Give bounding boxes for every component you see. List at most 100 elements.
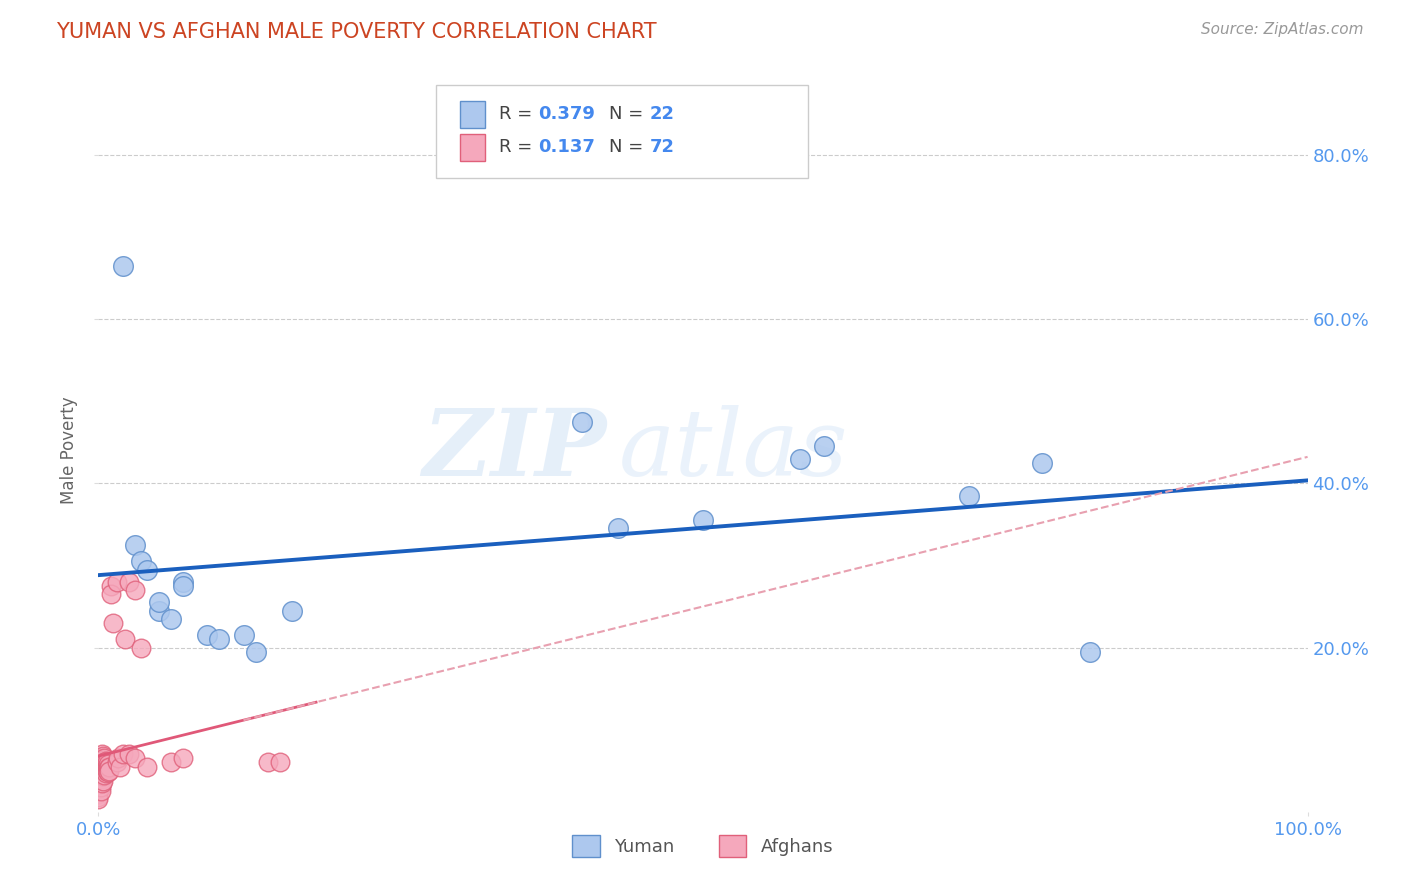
Point <box>91 753 114 767</box>
Text: 72: 72 <box>650 138 675 156</box>
Point <box>87 776 110 790</box>
Point <box>107 751 129 765</box>
Point <box>571 415 593 429</box>
Text: ZIP: ZIP <box>422 406 606 495</box>
Point <box>124 582 146 597</box>
Point <box>135 562 157 576</box>
Point <box>98 764 121 778</box>
Point <box>1031 456 1053 470</box>
Point <box>195 628 218 642</box>
Point <box>91 748 114 763</box>
Point <box>148 603 170 617</box>
Point <box>91 776 114 790</box>
Text: N =: N = <box>609 105 648 123</box>
Point <box>91 747 114 762</box>
Point <box>87 764 110 778</box>
Point <box>269 756 291 770</box>
Point <box>98 759 121 773</box>
Point <box>96 764 118 778</box>
Point <box>91 756 114 770</box>
Text: R =: R = <box>499 138 538 156</box>
Point <box>111 747 134 762</box>
Point <box>87 768 110 782</box>
Point <box>90 768 112 782</box>
Point <box>87 781 110 796</box>
Point <box>100 587 122 601</box>
Text: YUMAN VS AFGHAN MALE POVERTY CORRELATION CHART: YUMAN VS AFGHAN MALE POVERTY CORRELATION… <box>56 22 657 42</box>
Point <box>91 772 114 786</box>
Point <box>90 759 112 773</box>
Point <box>281 603 304 617</box>
Point <box>91 773 114 788</box>
Point <box>124 538 146 552</box>
Point <box>148 595 170 609</box>
Text: 0.379: 0.379 <box>538 105 595 123</box>
Text: Source: ZipAtlas.com: Source: ZipAtlas.com <box>1201 22 1364 37</box>
Point <box>129 640 152 655</box>
Point <box>94 766 117 780</box>
Point <box>90 780 112 794</box>
Legend: Yuman, Afghans: Yuman, Afghans <box>565 828 841 864</box>
Point <box>607 521 630 535</box>
Point <box>108 759 131 773</box>
Point <box>97 761 120 775</box>
Point <box>813 439 835 453</box>
Point <box>93 764 115 778</box>
Point <box>105 574 128 589</box>
Point <box>172 574 194 589</box>
Point <box>172 751 194 765</box>
Point <box>957 489 980 503</box>
Text: 22: 22 <box>650 105 675 123</box>
Point <box>135 759 157 773</box>
Point <box>96 759 118 773</box>
Point <box>91 769 114 783</box>
Point <box>93 768 115 782</box>
Point <box>101 615 124 630</box>
Point <box>93 751 115 765</box>
Point <box>97 757 120 772</box>
Point <box>91 764 114 778</box>
Point <box>87 779 110 793</box>
Point <box>124 751 146 765</box>
Point <box>90 776 112 790</box>
Point <box>100 579 122 593</box>
Text: R =: R = <box>499 105 538 123</box>
Point <box>105 756 128 770</box>
Point <box>91 768 114 782</box>
Point <box>87 787 110 801</box>
Point <box>91 765 114 780</box>
Point <box>208 632 231 647</box>
Point <box>118 574 141 589</box>
Point <box>94 762 117 776</box>
Point <box>90 756 112 770</box>
Y-axis label: Male Poverty: Male Poverty <box>60 397 79 504</box>
Point <box>111 259 134 273</box>
Point <box>91 759 114 773</box>
Point <box>97 765 120 780</box>
Point <box>256 756 278 770</box>
Point <box>91 761 114 775</box>
Text: N =: N = <box>609 138 648 156</box>
Point <box>692 513 714 527</box>
Point <box>87 789 110 804</box>
Point <box>87 759 110 773</box>
Point <box>94 758 117 772</box>
Text: atlas: atlas <box>619 406 848 495</box>
Point <box>87 773 110 788</box>
Point <box>172 579 194 593</box>
Point <box>93 756 115 770</box>
Point <box>87 784 110 798</box>
Point <box>90 784 112 798</box>
Point <box>87 792 110 806</box>
Point <box>90 764 112 778</box>
Point <box>160 756 183 770</box>
Point <box>1078 645 1101 659</box>
Text: 0.137: 0.137 <box>538 138 595 156</box>
Point <box>93 759 115 773</box>
Point <box>789 451 811 466</box>
Point <box>91 751 114 765</box>
Point <box>87 770 110 784</box>
Point <box>94 754 117 768</box>
Point <box>160 612 183 626</box>
Point <box>245 645 267 659</box>
